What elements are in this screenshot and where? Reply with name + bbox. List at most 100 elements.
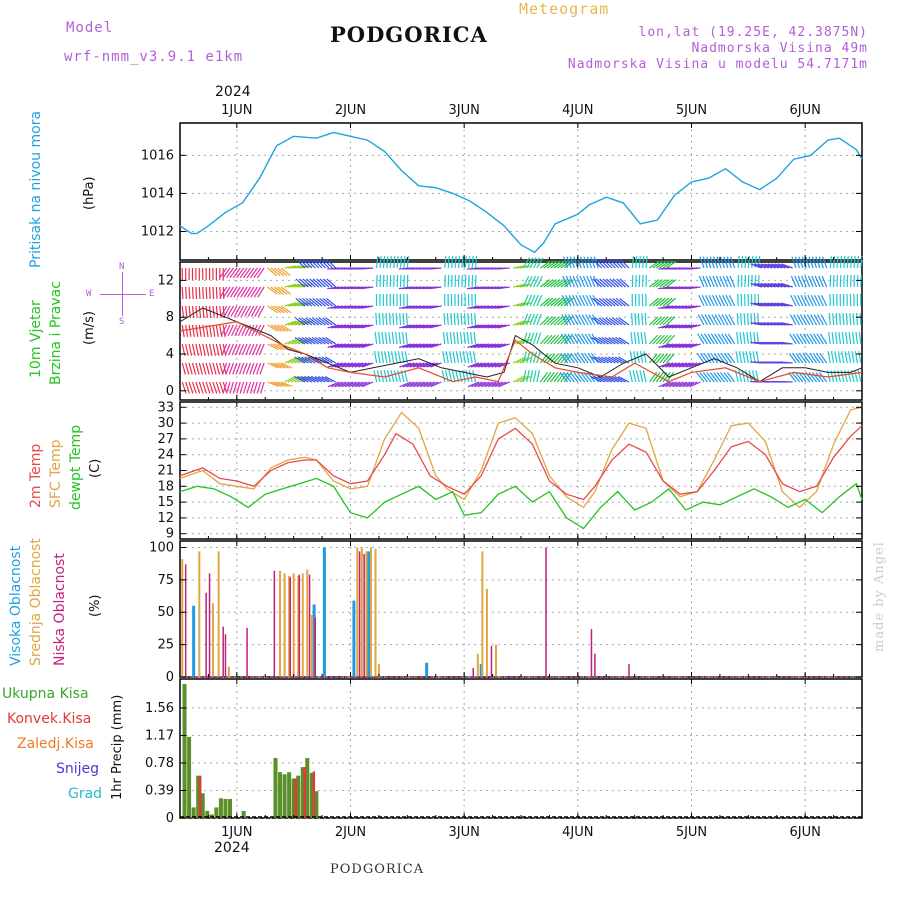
wind-barb <box>315 336 326 345</box>
wind-barb <box>267 267 278 277</box>
wind-barb <box>387 351 391 364</box>
wind-barb <box>481 362 493 368</box>
wind-barb <box>814 294 821 307</box>
wind-barb <box>611 376 623 383</box>
wind-barb <box>590 352 599 364</box>
wind-barb <box>409 324 422 329</box>
wind-barb <box>719 275 726 288</box>
wind-barb <box>287 302 300 307</box>
wind-barb <box>655 316 666 326</box>
wind-barb <box>355 381 367 388</box>
wind-barb <box>582 275 589 288</box>
wind-barb <box>553 316 564 326</box>
wind-barb <box>456 332 460 345</box>
cloud-bar <box>283 573 286 677</box>
wind-barb <box>240 305 248 317</box>
wind-barb <box>297 376 309 383</box>
wind-barb <box>516 302 529 307</box>
wind-barb <box>181 381 187 394</box>
precip-bar <box>218 798 223 818</box>
wind-barb <box>751 255 754 269</box>
wind-barb <box>726 256 732 269</box>
wind-barb <box>532 332 538 345</box>
day-label-top: 1JUN <box>221 103 252 118</box>
cloud-bar <box>479 664 483 677</box>
wind-barb <box>401 351 405 364</box>
wind-barb <box>815 352 824 364</box>
wind-barb <box>570 352 579 364</box>
wind-barb <box>546 316 557 326</box>
wind-barb <box>277 381 290 388</box>
wind-barb <box>191 381 197 394</box>
wind-barb <box>753 302 766 307</box>
y-tick-label: 8 <box>166 310 174 325</box>
wind-barb <box>405 332 408 345</box>
wind-barb <box>314 376 326 383</box>
wind-barb <box>526 313 532 326</box>
wind-barb <box>402 305 415 309</box>
wind-barb <box>247 305 255 317</box>
wind-barb <box>397 351 402 364</box>
wind-barb <box>309 278 320 288</box>
wind-barb <box>705 275 712 288</box>
wind-barb <box>649 334 659 345</box>
wind-barb <box>351 324 364 329</box>
wind-barb <box>712 275 719 288</box>
wind-barb <box>247 286 255 298</box>
wind-barb <box>755 351 760 364</box>
wind-barb <box>658 343 671 349</box>
wind-barb <box>212 362 217 375</box>
wind-barb <box>462 351 466 364</box>
wind-barb <box>512 338 525 345</box>
cloud-bar <box>306 569 309 677</box>
wind-barb <box>811 275 818 288</box>
wind-barb <box>781 263 793 269</box>
2m-temp-line <box>179 425 863 501</box>
wind-barb <box>722 294 729 307</box>
wind-barb <box>662 297 673 307</box>
wind-barb <box>202 343 206 356</box>
wind-barb <box>671 324 684 329</box>
wind-barb <box>270 267 281 277</box>
wind-barb <box>221 343 228 356</box>
cloud-bar <box>289 577 292 677</box>
wind-barb <box>611 356 623 364</box>
wind-barb <box>572 275 579 288</box>
wind-barb <box>294 356 306 364</box>
wind-barb <box>569 372 579 383</box>
wind-barb <box>848 332 852 345</box>
wind-barb <box>294 336 306 345</box>
wind-barb <box>722 275 729 288</box>
wind-barb <box>689 381 701 388</box>
wind-barb <box>274 324 285 332</box>
wind-barb <box>615 317 626 326</box>
wind-barb <box>474 255 478 269</box>
wind-barb <box>487 305 500 309</box>
wind-barb <box>601 336 613 345</box>
wind-barb <box>294 376 306 383</box>
cloud-bar <box>181 559 184 677</box>
wind-barb <box>614 376 626 383</box>
wind-barb <box>315 317 326 326</box>
wind-barb <box>243 286 251 298</box>
wind-barb <box>858 332 862 345</box>
wind-barb <box>287 320 300 326</box>
wind-barb <box>709 256 715 269</box>
wind-barb <box>806 333 814 345</box>
pressure-line <box>179 131 863 254</box>
day-label-bottom: 4JUN <box>562 825 593 840</box>
cloud-bar <box>490 645 493 677</box>
wind-barb <box>573 256 579 269</box>
wind-barb <box>698 294 705 307</box>
wind-barb <box>324 376 336 383</box>
wind-barb <box>446 312 449 326</box>
wind-barb <box>708 294 715 307</box>
wind-barb <box>668 305 681 309</box>
wind-barb <box>236 381 241 394</box>
wind-barb <box>236 267 245 279</box>
precip-bar <box>241 810 246 818</box>
wind-barb <box>245 343 252 356</box>
wind-barb <box>634 312 637 326</box>
wind-barb <box>429 305 442 309</box>
wind-barb <box>405 343 418 349</box>
